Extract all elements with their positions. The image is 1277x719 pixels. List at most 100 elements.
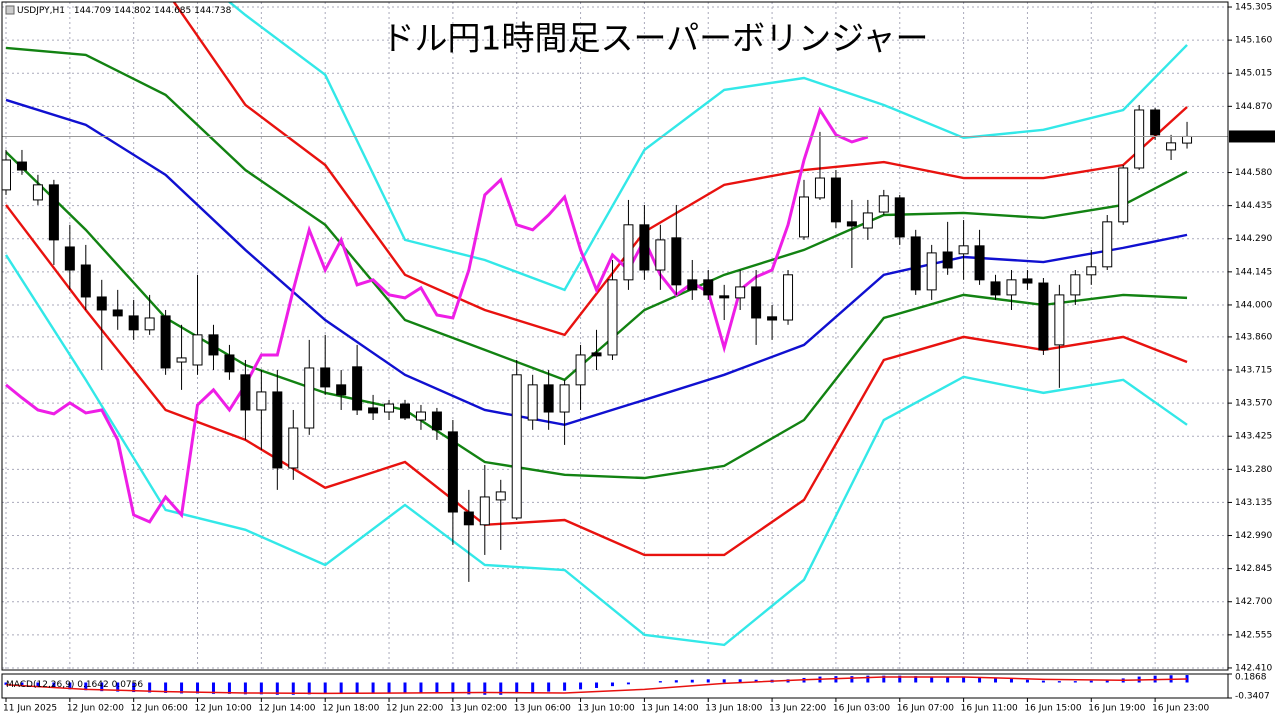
plot-frame	[1, 1, 1229, 671]
macd-bar	[595, 682, 599, 688]
y-tick-label: 145.160	[1235, 36, 1272, 46]
candle-body	[320, 367, 331, 388]
y-tick-label: 144.145	[1235, 267, 1272, 277]
band-line	[5, 46, 1188, 382]
x-tick-label: 12 Jun 02:00	[67, 704, 124, 714]
candle-body	[990, 281, 1001, 296]
candle-body	[447, 431, 458, 513]
macd-bar	[499, 682, 503, 695]
candle-body	[671, 237, 682, 286]
symbol: USDJPY,H1	[17, 6, 65, 16]
y-tick-label: 142.845	[1235, 564, 1272, 574]
candle-body	[80, 264, 91, 298]
x-tick-label: 11 Jun 2025	[3, 704, 57, 714]
last-open: 144.709	[74, 6, 111, 16]
macd-bar	[690, 679, 694, 683]
candle-body	[575, 354, 586, 386]
band-line	[172, 2, 1188, 337]
macd-bar	[100, 682, 104, 692]
candle-body	[272, 391, 283, 469]
macd-bar	[962, 677, 966, 683]
macd-bar	[164, 682, 168, 693]
candle-body	[16, 161, 27, 171]
macd-bar	[866, 675, 870, 683]
macd-bar	[4, 682, 8, 685]
candle-body	[1102, 221, 1113, 268]
y-tick-label: 144.580	[1235, 168, 1272, 178]
plot	[2, 2, 1228, 647]
macd-bar	[674, 680, 678, 683]
band-line	[5, 151, 1188, 480]
macd-bar	[36, 682, 40, 688]
macd-bar	[1185, 675, 1189, 683]
candle-body	[1150, 109, 1161, 136]
x-tick-label: 12 Jun 22:00	[386, 704, 443, 714]
macd-bar	[371, 682, 375, 693]
axes: 145.305 145.160 145.015 144.870 144.580 144.4…	[3, 3, 1275, 714]
macd-bar	[435, 682, 439, 693]
candle-body	[415, 411, 426, 421]
candle-body	[894, 197, 905, 238]
y-tick-label: 145.305	[1235, 3, 1272, 13]
y-tick-label: 145.015	[1235, 69, 1272, 79]
y-tick-label: 143.570	[1235, 399, 1272, 409]
last-high: 144.802	[114, 6, 151, 16]
candle-body	[511, 374, 522, 519]
candle-body	[1006, 279, 1017, 296]
candle-body	[543, 384, 554, 413]
macd-bar	[1041, 680, 1045, 683]
macd-bar	[1105, 679, 1109, 683]
candle-body	[1054, 294, 1065, 346]
macd-bar	[196, 682, 200, 694]
macd-frame	[1, 673, 1229, 699]
macd-bar	[52, 682, 56, 688]
macd-bar	[946, 677, 950, 683]
x-tick-label: 13 Jun 02:00	[450, 704, 507, 714]
x-tick-label: 13 Jun 22:00	[769, 704, 826, 714]
macd-bar	[626, 682, 630, 685]
macd-bar	[658, 681, 662, 683]
candle-body	[799, 196, 809, 238]
x-tick-label: 13 Jun 06:00	[514, 704, 571, 714]
macd-bar	[275, 682, 279, 695]
macd-bar	[68, 682, 72, 690]
macd-bar	[307, 682, 311, 695]
macd-bar	[355, 682, 359, 694]
macd-bar	[116, 682, 120, 692]
macd-bar	[467, 682, 471, 695]
symbol-header: USDJPY,H1 144.709 144.802 144.685 144.73…	[17, 6, 232, 16]
candle-body	[1022, 278, 1033, 284]
macd-tick-label: -0.3407	[1235, 692, 1270, 702]
x-tick-label: 16 Jun 07:00	[897, 704, 954, 714]
macd-bar	[1009, 678, 1013, 683]
y-tick-label: 144.435	[1235, 201, 1272, 211]
candle-body	[1086, 266, 1097, 276]
candle-body	[431, 411, 442, 431]
candle-body	[655, 239, 666, 271]
candle-body	[687, 279, 698, 291]
x-tick-label: 12 Jun 14:00	[258, 704, 315, 714]
macd-bar	[1089, 680, 1093, 683]
macd-tick-label: 0.1868	[1235, 673, 1267, 683]
candle-body	[368, 407, 379, 414]
candle-body	[830, 177, 841, 223]
macd-bar	[211, 682, 215, 694]
last-price-box	[1229, 130, 1275, 143]
candle-body	[96, 296, 107, 311]
candle-body	[32, 184, 43, 201]
macd-bar	[180, 682, 184, 694]
x-tick-label: 16 Jun 03:00	[833, 704, 890, 714]
macd-bar	[563, 682, 567, 691]
candle-body	[591, 352, 602, 357]
macd-bar	[291, 682, 295, 695]
macd-bar	[323, 682, 327, 694]
y-tick-label: 142.410	[1235, 663, 1272, 673]
y-tick-label: 142.555	[1235, 630, 1272, 640]
candle-body	[160, 315, 171, 369]
macd-bar	[579, 682, 583, 690]
macd-bar	[1073, 681, 1077, 683]
candle-body	[256, 391, 267, 411]
chart-title: ドル円1時間足スーパーボリンジャー	[381, 19, 928, 58]
candle-body	[767, 316, 778, 321]
